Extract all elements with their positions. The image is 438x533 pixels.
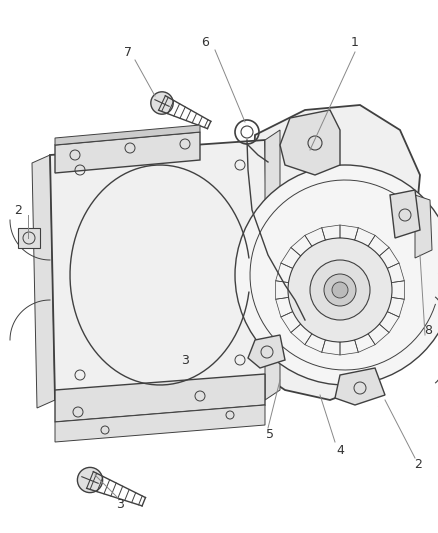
- Text: 8: 8: [424, 324, 432, 336]
- Polygon shape: [250, 105, 420, 400]
- Polygon shape: [55, 374, 265, 422]
- Text: 3: 3: [181, 353, 189, 367]
- Polygon shape: [390, 190, 420, 238]
- Circle shape: [288, 238, 392, 342]
- Polygon shape: [32, 155, 55, 408]
- Polygon shape: [50, 140, 270, 400]
- Text: 1: 1: [351, 36, 359, 49]
- Polygon shape: [248, 335, 285, 368]
- Circle shape: [324, 274, 356, 306]
- Polygon shape: [265, 130, 280, 400]
- Circle shape: [235, 165, 438, 385]
- Polygon shape: [55, 132, 200, 173]
- Text: 2: 2: [414, 458, 422, 472]
- Polygon shape: [335, 368, 385, 405]
- Text: 2: 2: [14, 204, 22, 216]
- Polygon shape: [55, 405, 265, 442]
- Circle shape: [133, 282, 163, 313]
- Text: 6: 6: [201, 36, 209, 49]
- FancyBboxPatch shape: [18, 228, 40, 248]
- Text: 7: 7: [124, 45, 132, 59]
- Polygon shape: [415, 195, 432, 258]
- Circle shape: [151, 92, 173, 114]
- Text: 4: 4: [336, 443, 344, 456]
- Circle shape: [310, 260, 370, 320]
- Text: 3: 3: [116, 498, 124, 512]
- Circle shape: [332, 282, 348, 298]
- Circle shape: [78, 467, 102, 492]
- Polygon shape: [280, 110, 340, 175]
- Polygon shape: [55, 125, 200, 145]
- Text: 5: 5: [266, 429, 274, 441]
